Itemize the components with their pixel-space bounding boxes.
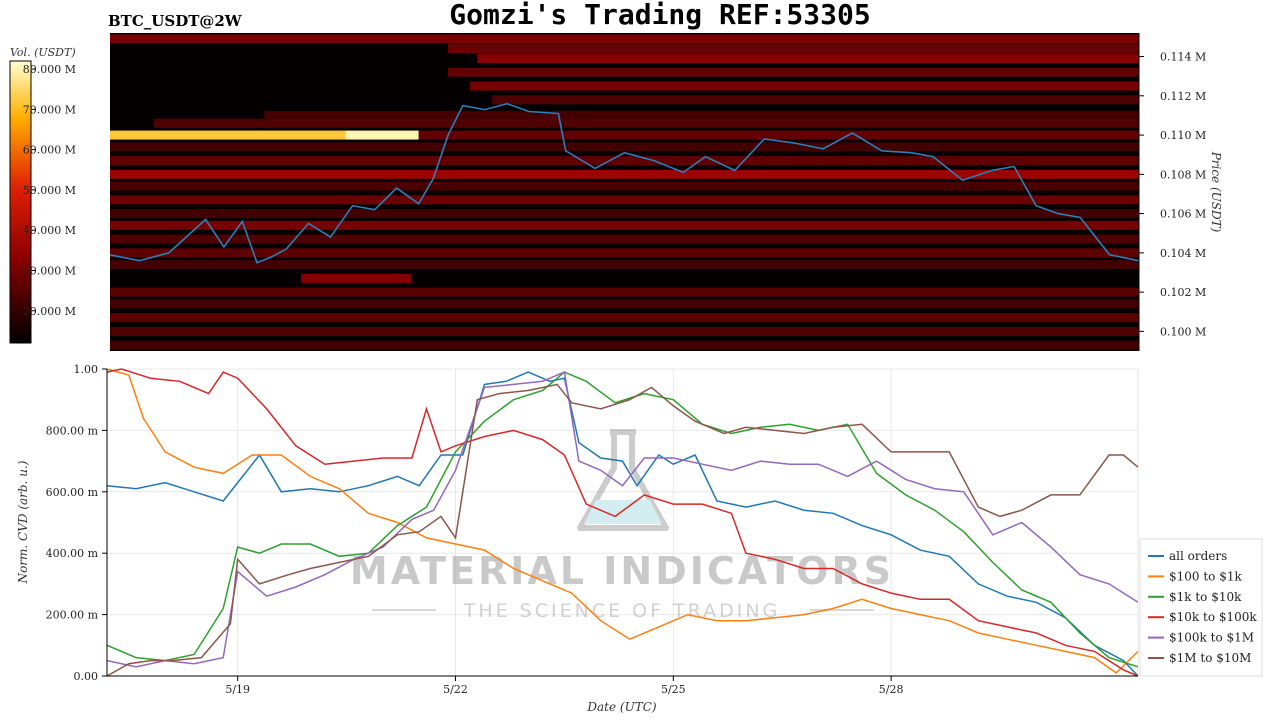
order-band-6 (264, 110, 1139, 120)
watermark-tagline: THE SCIENCE OF TRADING (463, 600, 781, 622)
cvd-series-4 (106, 371, 1139, 668)
cvd-x-tick-label: 5/22 (443, 683, 468, 696)
order-band-25 (110, 326, 1139, 336)
colorbar-tick-label: 20.000 M (23, 305, 76, 318)
legend-label: $10k to $100k (1169, 610, 1257, 624)
colorbar-tick-label: 40.000 M (23, 224, 76, 237)
legend-label: all orders (1169, 549, 1227, 563)
order-band-10 (418, 130, 1139, 140)
order-band-23 (110, 299, 1139, 309)
heatmap-y-tick-label: 0.106 M (1160, 208, 1206, 221)
order-band-13 (110, 169, 1139, 179)
heatmap-panel: 0.114 M 0.112 M 0.110 M 0.108 M 0.106 M 0.104… (110, 33, 1223, 351)
order-band-8 (110, 130, 346, 140)
order-band-0 (110, 34, 1139, 44)
order-band-16 (110, 209, 1139, 219)
heatmap-y-tick-label: 0.114 M (1160, 51, 1206, 64)
colorbar-label: Vol. (USDT) (10, 46, 76, 59)
colorbar-tick-label: 80.000 M (23, 63, 76, 76)
heatmap-y-tick-label: 0.112 M (1160, 90, 1206, 103)
cvd-y-label: Norm. CVD (arb. u.) (16, 460, 30, 584)
order-band-7 (154, 118, 1139, 128)
order-band-3 (448, 67, 1139, 77)
order-band-5 (492, 95, 1139, 105)
order-band-12 (110, 156, 1139, 166)
legend-label: $100 to $1k (1169, 569, 1242, 583)
colorbar-tick-label: 30.000 M (23, 264, 76, 277)
colorbar-tick-label: 50.000 M (23, 184, 76, 197)
heatmap-y-tick-label: 0.104 M (1160, 247, 1206, 260)
flask-icon (577, 429, 669, 531)
cvd-series-layer (106, 368, 1139, 677)
order-band-4 (470, 81, 1139, 91)
order-band-26 (110, 340, 1139, 350)
cvd-series-3 (106, 368, 1139, 677)
cvd-series-1 (106, 368, 1139, 674)
colorbar-gradient (9, 60, 32, 344)
cvd-y-tick-label: 200.00 m (46, 609, 99, 622)
order-band-15 (110, 195, 1139, 205)
cvd-x-tick-label: 5/19 (225, 683, 250, 696)
order-band-18 (110, 234, 1139, 244)
watermark-brand: MATERIAL INDICATORS (350, 549, 894, 593)
order-band-20 (110, 260, 1139, 270)
cvd-series-0 (106, 371, 1139, 677)
order-band-21 (301, 273, 412, 283)
order-band-2 (477, 54, 1139, 64)
order-band-24 (110, 313, 1139, 323)
order-band-14 (110, 181, 1139, 191)
order-band-17 (110, 220, 1139, 230)
heatmap-y-tick-label: 0.102 M (1160, 286, 1206, 299)
order-band-1 (448, 44, 1139, 54)
heatmap-y-label: Price (USDT) (1209, 151, 1223, 233)
legend-label: $100k to $1M (1169, 631, 1254, 645)
order-band-19 (110, 248, 1139, 258)
heatmap-y-tick-label: 0.108 M (1160, 168, 1206, 181)
legend-label: $1k to $10k (1169, 590, 1242, 604)
legend-label: $1M to $10M (1169, 651, 1251, 665)
cvd-series-2 (106, 371, 1139, 668)
cvd-x-tick-label: 5/25 (661, 683, 686, 696)
cvd-chart: MATERIAL INDICATORS THE SCIENCE OF TRADI… (16, 363, 1263, 714)
order-band-11 (110, 142, 1139, 152)
cvd-x-axis: 5/19 5/22 5/25 5/28 (225, 676, 903, 696)
symbol-label: BTC_USDT@2W (108, 12, 243, 30)
colorbar: Vol. (USDT) 80.000 M 70.000 M 60.000 M 50.0… (9, 46, 76, 344)
cvd-y-axis: 0.00 200.00 m 400.00 m 600.00 m 800.00 m 1.00 (46, 363, 107, 683)
cvd-y-tick-label: 800.00 m (46, 424, 99, 437)
cvd-x-tick-label: 5/28 (879, 683, 904, 696)
order-band-9 (345, 130, 419, 140)
cvd-y-tick-label: 600.00 m (46, 486, 99, 499)
cvd-y-tick-label: 1.00 (74, 363, 99, 376)
price-line-layer (110, 102, 1139, 264)
figure-title: Gomzi's Trading REF:53305 (449, 0, 870, 31)
legend: all orders $100 to $1k $1k to $10k $10k to … (1139, 538, 1263, 677)
order-band-22 (110, 287, 1139, 297)
cvd-y-tick-label: 0.00 (74, 670, 99, 683)
heatmap-y-tick-label: 0.100 M (1160, 325, 1206, 338)
heatmap-y-tick-label: 0.110 M (1160, 129, 1206, 142)
cvd-x-label: Date (UTC) (586, 700, 656, 714)
legend-box (1139, 538, 1263, 677)
price-line (110, 102, 1139, 264)
cvd-series-5 (106, 383, 1139, 677)
colorbar-tick-label: 60.000 M (23, 144, 76, 157)
order-bands (110, 34, 1139, 350)
colorbar-tick-label: 70.000 M (23, 103, 76, 116)
cvd-y-tick-label: 400.00 m (46, 547, 99, 560)
cvd-plot-area (106, 368, 1139, 677)
heatmap-y-axis: 0.114 M 0.112 M 0.110 M 0.108 M 0.106 M 0.104… (1139, 51, 1206, 338)
